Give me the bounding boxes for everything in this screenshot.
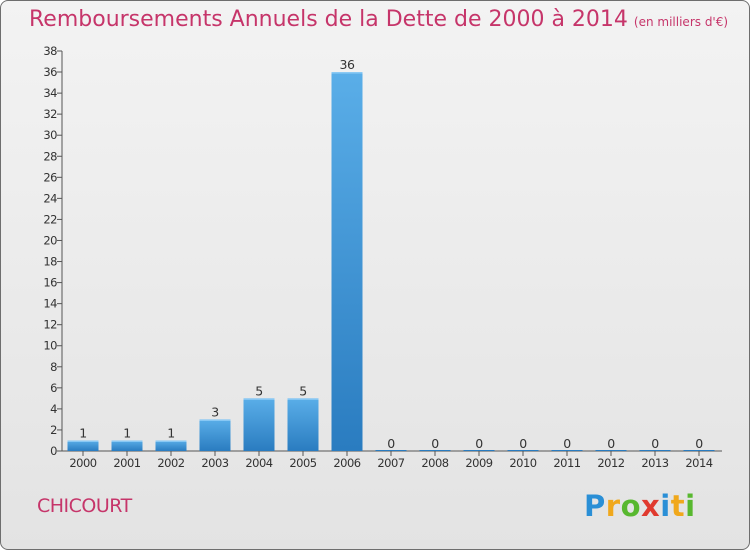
chart-title-text: Remboursements Annuels de la Dette de 20… (29, 7, 628, 32)
data-label: 5 (299, 383, 306, 398)
x-tick-label: 2010 (509, 456, 536, 470)
data-label: 0 (563, 436, 571, 451)
y-tick-label: 4 (50, 402, 57, 416)
x-tick-label: 2002 (157, 456, 184, 470)
chart-unit: (en milliers d'€) (633, 15, 729, 29)
bar (463, 450, 495, 451)
y-tick-label: 30 (43, 128, 57, 142)
x-tick-label: 2004 (245, 456, 272, 470)
x-tick-label: 2005 (289, 456, 316, 470)
x-tick-label: 2008 (421, 456, 448, 470)
bars (67, 72, 715, 451)
y-tick-label: 18 (43, 255, 57, 269)
y-tick-label: 12 (43, 318, 57, 332)
y-tick-label: 38 (43, 44, 57, 58)
x-tick-label: 2000 (69, 456, 96, 470)
place-name: CHICOURT (37, 495, 132, 517)
bar-highlight (67, 440, 99, 442)
data-label: 0 (387, 436, 395, 451)
data-label: 36 (340, 57, 355, 72)
bar-highlight (199, 419, 231, 421)
x-tick-label: 2012 (597, 456, 624, 470)
data-label: 0 (651, 436, 659, 451)
x-tick-label: 2001 (113, 456, 140, 470)
x-tick-label: 2003 (201, 456, 228, 470)
y-tick-label: 24 (43, 191, 57, 205)
bar-highlight (331, 72, 363, 74)
bar (639, 450, 671, 451)
data-label: 3 (211, 404, 218, 419)
y-tick-label: 32 (43, 107, 57, 121)
bar (507, 450, 539, 451)
bar (551, 450, 583, 451)
bar (199, 419, 231, 451)
y-tick-label: 10 (43, 339, 57, 353)
data-label: 1 (123, 425, 130, 440)
x-tick-label: 2009 (465, 456, 492, 470)
data-label: 1 (79, 425, 86, 440)
bar (111, 440, 143, 451)
y-tick-label: 28 (43, 149, 57, 163)
y-tick-label: 26 (43, 170, 57, 184)
bar-highlight (111, 440, 143, 442)
data-label: 0 (607, 436, 615, 451)
y-tick-label: 6 (50, 381, 57, 395)
y-tick-label: 2 (50, 423, 57, 437)
x-tick-label: 2011 (553, 456, 580, 470)
bar (155, 440, 187, 451)
x-tick-label: 2006 (333, 456, 360, 470)
bar (595, 450, 627, 451)
y-tick-label: 8 (50, 360, 57, 374)
x-tick-label: 2013 (641, 456, 668, 470)
data-labels: 1 1 1 3 5 5 36 0 0 0 0 0 0 0 0 (79, 57, 704, 451)
data-label: 0 (695, 436, 703, 451)
chart-title: Remboursements Annuels de la Dette de 20… (29, 7, 728, 32)
bar-highlight (243, 398, 275, 400)
data-label: 0 (431, 436, 439, 451)
data-label: 1 (167, 425, 174, 440)
bar (287, 398, 319, 451)
bar-highlight (287, 398, 319, 400)
bar (375, 450, 407, 451)
y-tick-label: 20 (43, 233, 57, 247)
y-tick-label: 36 (43, 65, 57, 79)
proxiti-logo: Proxiti (584, 489, 696, 523)
bar-highlight (155, 440, 187, 442)
data-label: 5 (255, 383, 262, 398)
y-tick-label: 16 (43, 276, 57, 290)
x-tick-label: 2007 (377, 456, 404, 470)
data-label: 0 (475, 436, 483, 451)
y-tick-label: 0 (50, 444, 57, 458)
data-label: 0 (519, 436, 527, 451)
bar (683, 450, 715, 451)
y-tick-label: 34 (43, 86, 57, 100)
x-tick-label: 2014 (685, 456, 712, 470)
bar (67, 440, 99, 451)
bar (419, 450, 451, 451)
y-tick-label: 22 (43, 212, 57, 226)
bar (243, 398, 275, 451)
bar (331, 72, 363, 451)
y-tick-label: 14 (43, 297, 57, 311)
